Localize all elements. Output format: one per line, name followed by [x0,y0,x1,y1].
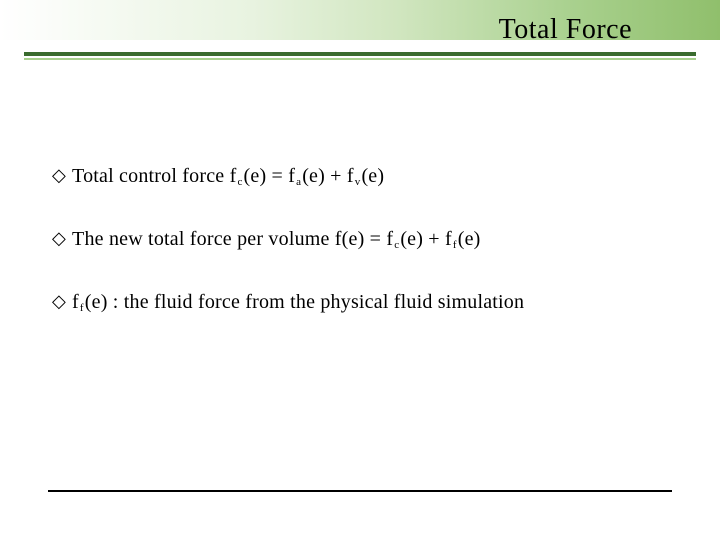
content-area: ◇Total control force fc(e) = fa(e) + fv(… [52,165,680,354]
diamond-bullet-icon: ◇ [52,165,66,186]
diamond-bullet-icon: ◇ [52,228,66,249]
slide-title: Total Force [499,14,632,46]
bullet-line-3: ◇ff(e) : the fluid force from the physic… [52,291,680,314]
slide: Total Force ◇ Total control force fc(e) =… [0,0,720,540]
bullet-line-2: ◇ The new total force per volume f(e) = f… [52,228,680,251]
title-underline [24,52,696,60]
subscript [481,239,483,251]
rule-light [24,58,696,60]
bullet-line-1: ◇Total control force fc(e) = fa(e) + fv(… [52,165,680,188]
footer-rule [48,490,672,492]
text-fragment: (e) + f [400,228,452,250]
text-fragment: (e) [458,228,481,250]
subscript [526,302,528,314]
subscript: c [236,176,243,188]
rule-dark [24,52,696,56]
text-fragment: (e) = f [244,165,296,187]
text-fragment: (e) [361,165,384,187]
text-fragment: (e) + f [302,165,354,187]
text-fragment: The new total force per volume f(e) = f [72,228,393,250]
text-fragment: Total control force f [72,165,236,187]
diamond-bullet-icon: ◇ [52,291,66,312]
text-fragment: f [72,291,79,313]
text-fragment: (e) : the fluid force from the physical … [85,291,524,313]
